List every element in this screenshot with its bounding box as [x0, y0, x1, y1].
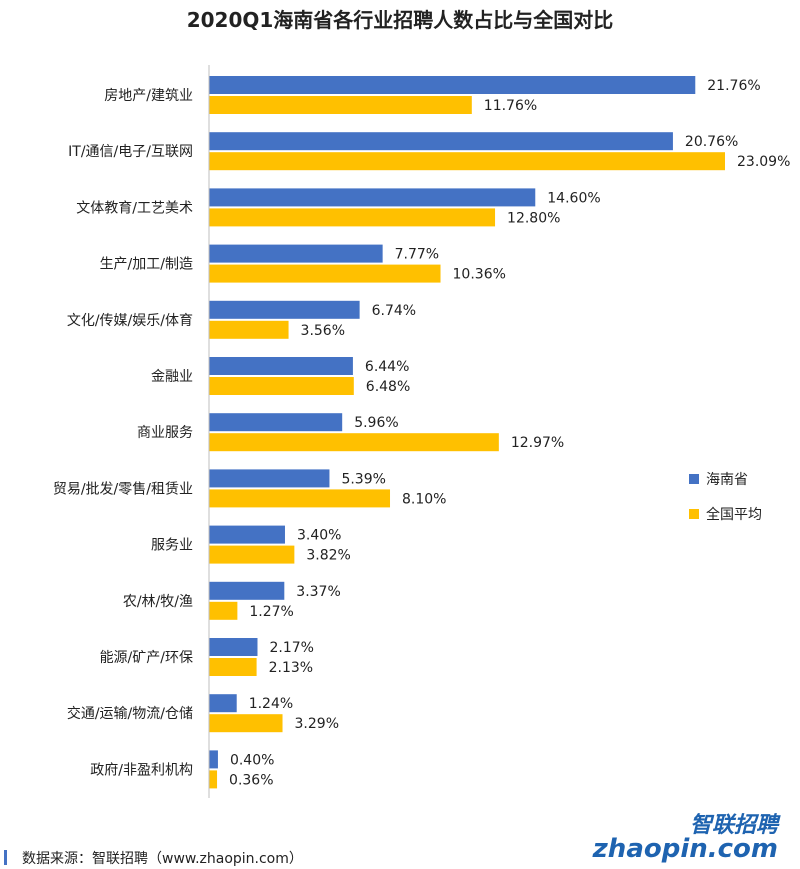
- category-label: 商业服务: [137, 425, 193, 441]
- bar-hainan: [209, 581, 285, 600]
- source-marker: [4, 850, 7, 865]
- value-label-national: 3.56%: [301, 323, 345, 339]
- category-label: 能源/矿产/环保: [100, 650, 193, 666]
- category-labels: 房地产/建筑业 IT/通信/电子/互联网文体教育/工艺美术生产/加工/制造文化/传…: [53, 88, 193, 778]
- category-label: 服务业: [151, 538, 193, 554]
- bar-hainan: [209, 750, 218, 769]
- value-label-hainan: 0.40%: [230, 752, 274, 768]
- value-label-national: 12.80%: [507, 210, 560, 226]
- bar-hainan: [209, 525, 285, 544]
- bar-national: [209, 545, 295, 564]
- category-label: 农/林/牧/渔: [123, 594, 193, 610]
- bar-hainan: [209, 413, 343, 432]
- logo-en-text: zhaopin.com: [592, 834, 778, 864]
- value-label-hainan: 14.60%: [547, 190, 600, 206]
- category-label: 生产/加工/制造: [100, 257, 193, 273]
- bar-national: [209, 264, 441, 283]
- bar-hainan: [209, 638, 258, 656]
- category-label: 政府/非盈利机构: [90, 762, 193, 778]
- legend: 海南省 全国平均: [689, 472, 762, 523]
- bar-hainan: [209, 469, 330, 488]
- logo: 智联招聘 zhaopin.com: [592, 812, 781, 864]
- category-label: 文化/传媒/娱乐/体育: [67, 313, 193, 329]
- bar-national: [209, 489, 391, 508]
- bar-hainan: [209, 694, 237, 713]
- value-label-hainan: 20.76%: [685, 134, 738, 150]
- value-label-hainan: 21.76%: [707, 78, 760, 94]
- value-label-hainan: 3.37%: [296, 584, 340, 600]
- value-label-hainan: 7.77%: [395, 247, 439, 263]
- legend-swatch-national: [689, 509, 699, 519]
- value-label-national: 3.82%: [306, 548, 350, 564]
- bar-hainan: [209, 357, 353, 375]
- value-label-national: 23.09%: [737, 154, 790, 170]
- value-label-national: 10.36%: [453, 267, 506, 283]
- value-label-hainan: 5.96%: [354, 415, 398, 431]
- category-label: 房地产/建筑业: [104, 88, 193, 104]
- value-label-national: 2.13%: [269, 660, 313, 676]
- category-label: IT/通信/电子/互联网: [68, 144, 193, 160]
- bar-national: [209, 208, 496, 227]
- value-label-national: 0.36%: [229, 772, 273, 788]
- legend-label-hainan: 海南省: [706, 472, 748, 488]
- bar-hainan: [209, 188, 536, 207]
- value-label-hainan: 5.39%: [341, 471, 385, 487]
- bar-national: [209, 96, 472, 114]
- bar-national: [209, 601, 238, 620]
- bar-hainan: [209, 76, 696, 94]
- logo-cn-text: 智联招聘: [690, 812, 781, 838]
- value-label-national: 1.27%: [249, 604, 293, 620]
- category-label: 文体教育/工艺美术: [76, 200, 193, 216]
- value-label-hainan: 1.24%: [249, 696, 293, 712]
- value-label-national: 11.76%: [484, 98, 537, 114]
- bar-hainan: [209, 300, 360, 319]
- legend-label-national: 全国平均: [706, 506, 762, 523]
- value-labels: 21.76% 11.76% 20.76% 23.09% 14.60% 12.80% 7.77…: [229, 78, 790, 788]
- bar-hainan: [209, 132, 673, 151]
- category-label: 贸易/批发/零售/租赁业: [53, 481, 193, 497]
- value-label-hainan: 2.17%: [269, 640, 313, 656]
- value-label-hainan: 6.74%: [372, 303, 416, 319]
- legend-swatch-hainan: [689, 474, 699, 484]
- bar-hainan: [209, 244, 383, 263]
- value-label-hainan: 3.40%: [297, 528, 341, 544]
- value-label-national: 3.29%: [295, 716, 339, 732]
- chart-title: 2020Q1海南省各行业招聘人数占比与全国对比: [187, 8, 614, 32]
- value-label-national: 8.10%: [402, 491, 446, 507]
- bar-national: [209, 320, 289, 339]
- bar-national: [209, 770, 218, 789]
- bar-national: [209, 433, 499, 452]
- value-label-hainan: 6.44%: [365, 359, 409, 375]
- category-label: 交通/运输/物流/仓储: [67, 705, 193, 722]
- bar-national: [209, 152, 725, 171]
- source-text: 数据来源：智联招聘（www.zhaopin.com）: [22, 851, 303, 867]
- value-label-national: 12.97%: [511, 435, 564, 451]
- bar-national: [209, 658, 257, 676]
- value-label-national: 6.48%: [366, 379, 410, 395]
- bar-national: [209, 714, 283, 733]
- bar-national: [209, 377, 354, 395]
- category-label: 金融业: [151, 369, 193, 385]
- bars-layer: [209, 76, 725, 789]
